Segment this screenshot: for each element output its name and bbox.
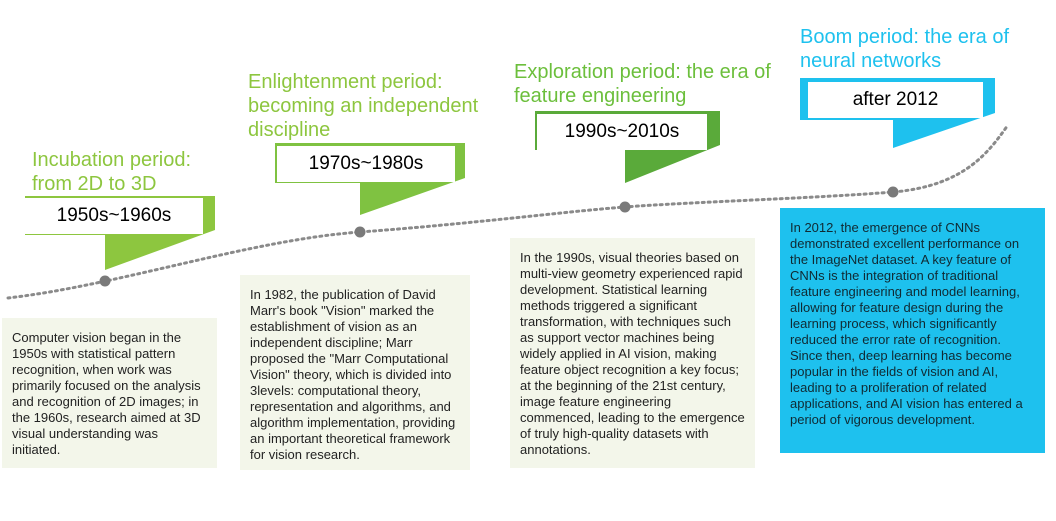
period-3-label: 1990s~2010s [537,114,707,150]
period-1-title: Incubation period: from 2D to 3D [32,148,191,196]
timeline-marker-2 [354,226,366,238]
period-3-title-line-1: Exploration period: the era of [514,61,771,83]
timeline-curve [6,123,1010,300]
period-1-label: 1950s~1960s [25,198,203,234]
period-3-description: In the 1990s, visual theories based on m… [510,238,755,468]
period-4-title: Boom period: the era of neural networks [800,25,1009,73]
period-4-description: In 2012, the emergence of CNNs demonstra… [780,208,1045,453]
period-4-title-line-2: neural networks [800,50,942,72]
timeline-marker-4 [887,186,899,198]
period-2-label: 1970s~1980s [277,146,455,182]
period-2-title: Enlightenment period: becoming an indepe… [248,70,478,142]
period-2-description: In 1982, the publication of David Marr's… [240,275,470,470]
period-1-description: Computer vision began in the 1950s with … [2,318,217,468]
period-1-title-line-1: Incubation period: [32,149,192,171]
period-1-title-line-2: from 2D to 3D [32,173,157,195]
period-3-title-line-2: feature engineering [514,85,687,107]
timeline-marker-3 [619,201,631,213]
period-4-title-line-1: Boom period: the era of [800,26,1010,48]
period-4-label: after 2012 [808,82,983,118]
period-2-title-line-1: Enlightenment period: [248,71,443,93]
period-2-title-line-3: discipline [248,119,331,141]
period-2-title-line-2: becoming an independent [248,95,479,117]
timeline-marker-1 [99,275,111,287]
period-3-title: Exploration period: the era of feature e… [514,60,771,108]
